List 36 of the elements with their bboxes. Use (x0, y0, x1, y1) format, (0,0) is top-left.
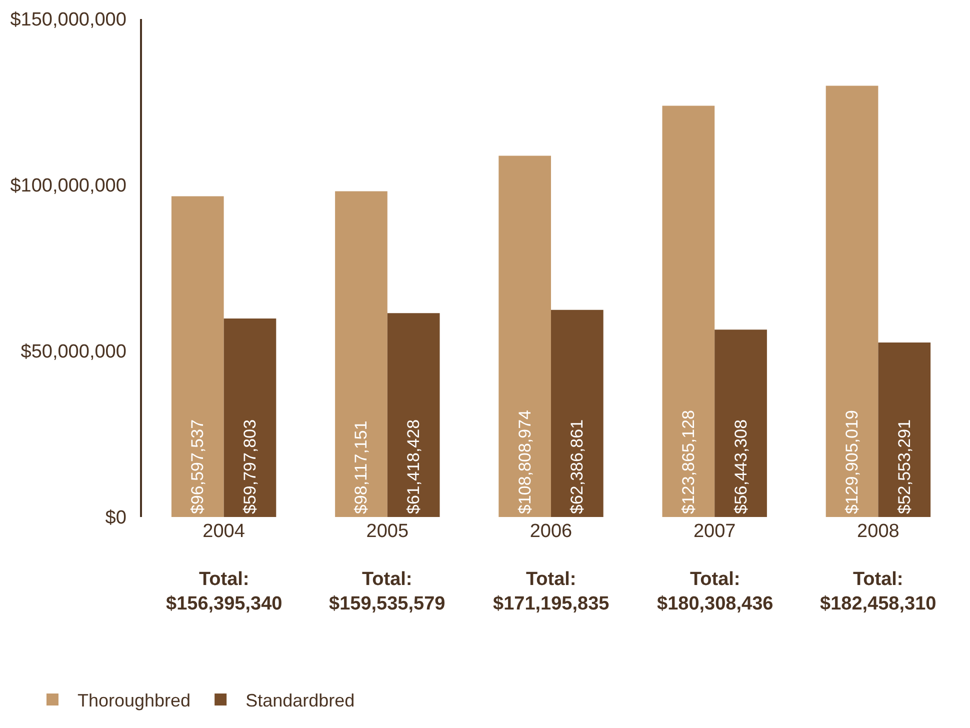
bar (335, 191, 388, 517)
bar (551, 310, 604, 517)
data-label: $96,597,537 (188, 419, 208, 514)
legend-label: Standardbred (246, 690, 355, 711)
y-tick-label: $0 (105, 508, 126, 529)
total-label: Total: $182,458,310 (820, 569, 936, 615)
x-tick-label: 2008 (857, 521, 900, 542)
bar (171, 196, 224, 517)
total-label: Total: $159,535,579 (329, 569, 446, 615)
data-label: $108,808,974 (515, 410, 534, 514)
total-label: Total: $156,395,340 (166, 569, 282, 615)
bar (826, 86, 878, 517)
bar (498, 156, 551, 517)
x-tick-label: 2005 (366, 521, 409, 542)
data-label: $59,797,803 (240, 419, 260, 514)
x-tick-label: 2007 (693, 521, 736, 542)
y-tick-label: $50,000,000 (20, 342, 126, 363)
data-label: $98,117,151 (352, 420, 371, 514)
y-tick-label: $150,000,000 (10, 10, 126, 31)
bar (714, 330, 767, 517)
bar (387, 313, 440, 517)
x-tick-label: 2006 (530, 521, 572, 542)
data-label: $52,553,291 (894, 419, 914, 514)
total-label: Total: $180,308,436 (657, 569, 774, 615)
total-label: Total: $171,195,835 (493, 569, 610, 615)
bar (662, 106, 715, 517)
bar (878, 342, 931, 517)
data-label: $61,418,428 (404, 419, 424, 514)
data-label: $56,443,308 (731, 419, 750, 514)
data-label: $123,865,128 (678, 410, 698, 514)
data-label: $62,386,861 (568, 419, 587, 514)
data-label: $129,905,019 (842, 410, 862, 514)
y-tick-label: $100,000,000 (10, 176, 126, 197)
bar (224, 318, 276, 517)
legend-label: Thoroughbred (77, 690, 191, 711)
x-tick-label: 2004 (202, 521, 246, 542)
